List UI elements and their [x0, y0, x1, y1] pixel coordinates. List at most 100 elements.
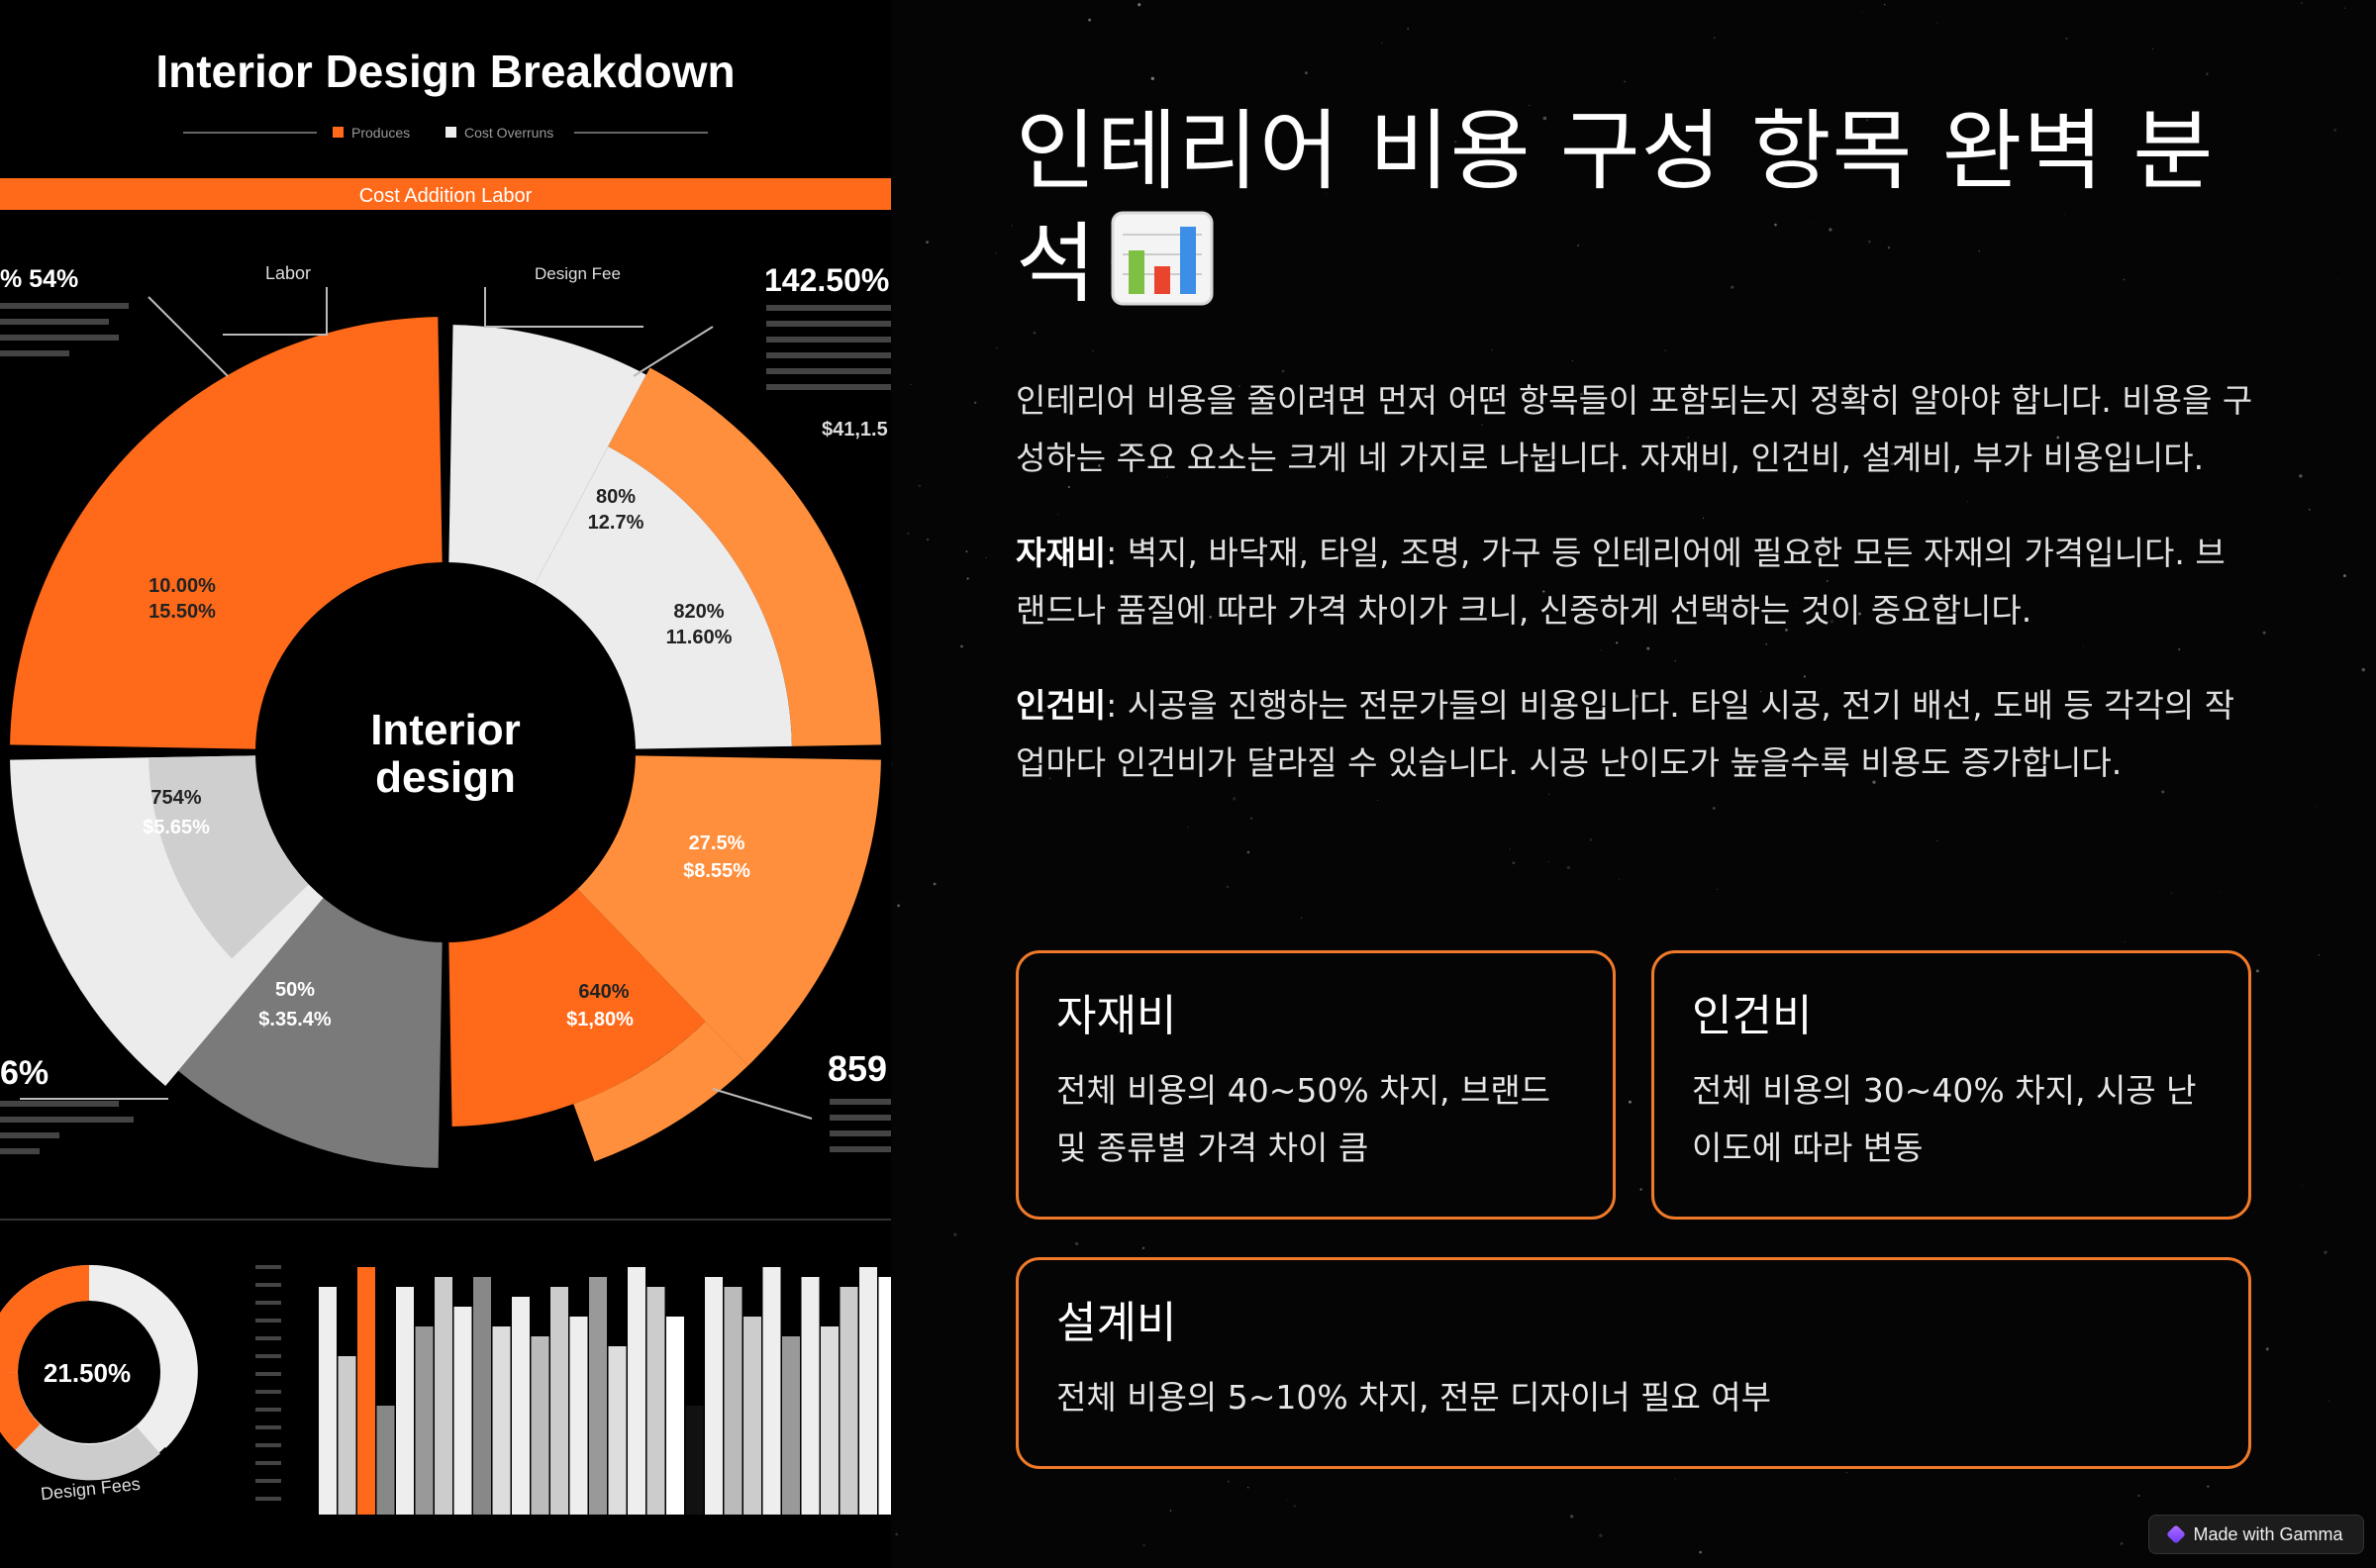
- star: [1033, 331, 1037, 335]
- star: [1529, 104, 1531, 106]
- star: [952, 1232, 957, 1237]
- seg-label: 640%: [578, 981, 629, 1003]
- star: [2178, 648, 2181, 650]
- star: [1723, 461, 1727, 465]
- star: [1258, 756, 1260, 758]
- materials-description: : 벽지, 바닥재, 타일, 조명, 가구 등 인테리어에 필요한 모든 자재의…: [1016, 534, 2226, 630]
- star: [1480, 444, 1482, 445]
- star: [960, 644, 963, 648]
- decor-bar: [415, 1326, 434, 1515]
- star: [1548, 860, 1550, 862]
- star: [1936, 22, 1938, 24]
- pie-wedge-light-orange: [608, 367, 881, 746]
- callout-labor: Labor: [265, 263, 311, 283]
- decor-bar: [512, 1297, 530, 1515]
- legend-item-2: Cost Overruns: [464, 125, 553, 141]
- star: [1634, 694, 1638, 698]
- decor-bar: [762, 1267, 781, 1515]
- infographic-image: Interior Design Breakdown Produces Cost …: [0, 0, 891, 1568]
- star: [1687, 437, 1690, 439]
- star: [1646, 646, 1650, 650]
- card-title: 인건비: [1692, 991, 1813, 1041]
- star: [2170, 892, 2173, 894]
- seg-label: $1,80%: [566, 1009, 634, 1030]
- star: [1328, 1565, 1330, 1567]
- made-with-gamma-badge[interactable]: Made with Gamma: [2148, 1515, 2364, 1554]
- decor-axis-tick: [255, 1301, 281, 1305]
- star: [985, 556, 987, 559]
- star: [1639, 1188, 1642, 1191]
- decor-bar: [589, 1277, 607, 1515]
- star: [926, 538, 930, 541]
- badge-label: Made with Gamma: [2193, 1523, 2343, 1544]
- decor-axis-tick: [255, 1283, 281, 1287]
- star: [2161, 790, 2165, 794]
- decor-bar: [453, 1307, 472, 1515]
- star: [1887, 246, 1891, 249]
- materials-paragraph: 자재비: 벽지, 바닥재, 타일, 조명, 가구 등 인테리어에 필요한 모든 …: [1016, 525, 2253, 639]
- star: [1867, 240, 1871, 244]
- star: [1674, 1478, 1676, 1480]
- star: [1266, 742, 1268, 744]
- star: [1599, 1533, 1603, 1537]
- slide-title: 인테리어 비용 구성 항목 완벽 분석: [1016, 95, 2253, 335]
- decor-bar: [685, 1406, 704, 1515]
- banner-text: Cost Addition Labor: [359, 185, 533, 207]
- decor-bar: [569, 1317, 588, 1515]
- star: [2207, 1485, 2210, 1488]
- star: [1048, 777, 1051, 780]
- star: [2065, 37, 2068, 40]
- star: [1067, 486, 1070, 489]
- callout-design-fee: Design Fee: [535, 264, 621, 283]
- decor-bar: [666, 1317, 684, 1515]
- star: [1845, 1472, 1847, 1474]
- infographic-banner: [0, 178, 891, 210]
- labor-paragraph: 인건비: 시공을 진행하는 전문가들의 비용입니다. 타일 시공, 전기 배선,…: [1016, 677, 2253, 792]
- star: [1872, 780, 1876, 784]
- pie-wedge-orange-outer: [573, 1021, 748, 1162]
- star: [1765, 642, 1767, 645]
- star: [1425, 392, 1428, 394]
- star: [1817, 134, 1819, 137]
- star: [2333, 128, 2337, 132]
- card-text: 전체 비용의 40~50% 차지, 브랜드 및 종류별 가격 차이 큼: [1056, 1071, 1551, 1167]
- star: [1610, 392, 1613, 394]
- legend-item-1: Produces: [351, 125, 410, 141]
- card-labor: 인건비 전체 비용의 30~40% 차지, 시공 난이도에 따라 변동: [1651, 950, 2251, 1220]
- star: [1890, 462, 1894, 466]
- slide-content: 인테리어 비용 구성 항목 완벽 분석 인테리어 비용을 줄이려면 먼저 어떤 …: [1016, 95, 2253, 792]
- callout-right-small: $41,1.5: [822, 419, 888, 441]
- star: [1713, 37, 1716, 40]
- star: [2082, 645, 2084, 647]
- materials-term: 자재비: [1016, 534, 1107, 572]
- bar-chart-decoration: [255, 1265, 891, 1515]
- seg-label: 12.7%: [588, 512, 644, 534]
- star: [965, 550, 968, 553]
- star: [1569, 1515, 1574, 1519]
- decor-bar: [396, 1287, 414, 1515]
- star: [2318, 954, 2321, 956]
- star: [2056, 436, 2060, 440]
- star: [1169, 1510, 1172, 1512]
- star: [1616, 641, 1619, 644]
- star: [995, 252, 997, 254]
- callout-bottom-left: 6%: [0, 1054, 49, 1092]
- star: [2327, 1400, 2329, 1402]
- seg-label: 10.00%: [148, 575, 216, 597]
- decor-axis-tick: [255, 1425, 281, 1429]
- star: [1377, 799, 1379, 801]
- star: [1977, 770, 1980, 773]
- card-title: 설계비: [1056, 1298, 1177, 1348]
- star: [1141, 1246, 1145, 1250]
- star: [2324, 1250, 2327, 1254]
- star: [1228, 1480, 1230, 1483]
- star: [1936, 839, 1938, 841]
- star: [1140, 57, 1142, 59]
- star: [2301, 2, 2303, 4]
- callout-bottom-right: 859: [828, 1048, 887, 1089]
- star: [1796, 602, 1798, 604]
- seg-label: 27.5%: [689, 833, 745, 854]
- decor-bar: [705, 1277, 723, 1515]
- star: [996, 346, 998, 348]
- seg-label: 50%: [275, 979, 315, 1001]
